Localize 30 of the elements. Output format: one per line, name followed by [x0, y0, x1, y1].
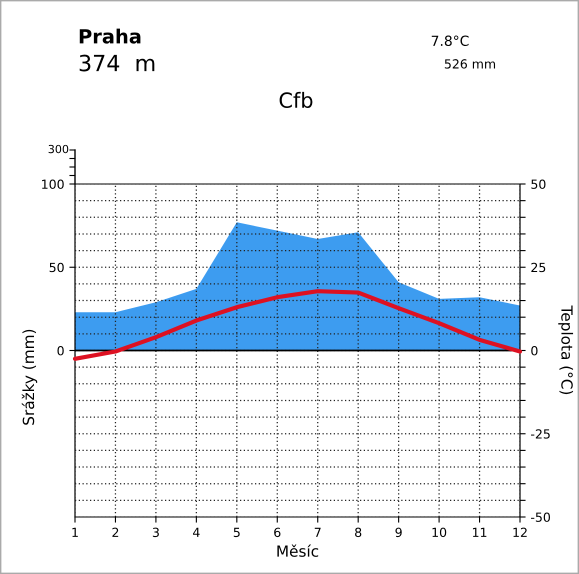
x-tick-label: 1	[72, 528, 78, 537]
y2-tick-label: 0	[531, 346, 538, 356]
text: 7.8°C	[432, 36, 469, 46]
x-tick-label: 12	[513, 528, 527, 537]
line-series	[72, 289, 522, 361]
y2-tick-label: 50	[531, 179, 546, 189]
x-tick-label: 2	[112, 528, 118, 537]
y-tick-label: 50	[50, 262, 64, 272]
text: 526 mm	[444, 59, 496, 69]
text: 300	[48, 144, 68, 154]
y2-tick-label: -50	[531, 512, 550, 522]
x-tick-label: 7	[314, 528, 321, 537]
x-tick-label: 11	[472, 528, 486, 537]
chart-subtitle: 374 m	[80, 54, 154, 72]
x-tick-label: 10	[432, 528, 446, 538]
y-tick-label: 0	[57, 346, 64, 356]
x-tick-label: 9	[395, 528, 402, 538]
x-tick-label: 4	[193, 528, 200, 537]
chart-title: Praha	[80, 28, 140, 44]
x-tick-label: 3	[152, 528, 159, 538]
y-axis-title: Srážky (mm)	[22, 330, 38, 425]
y2-tick-label: 25	[531, 262, 546, 272]
x-tick-label: 5	[234, 528, 240, 538]
text: Cfb	[280, 92, 312, 108]
x-axis-title: Měsíc	[277, 544, 318, 557]
y-tick-label: 100	[42, 179, 64, 189]
x-tick-label: 8	[355, 528, 362, 538]
x-tick-label: 6	[274, 528, 280, 538]
y2-tick-label: -25	[531, 429, 550, 439]
y2-axis-title: Teplota (°C)	[558, 306, 574, 394]
